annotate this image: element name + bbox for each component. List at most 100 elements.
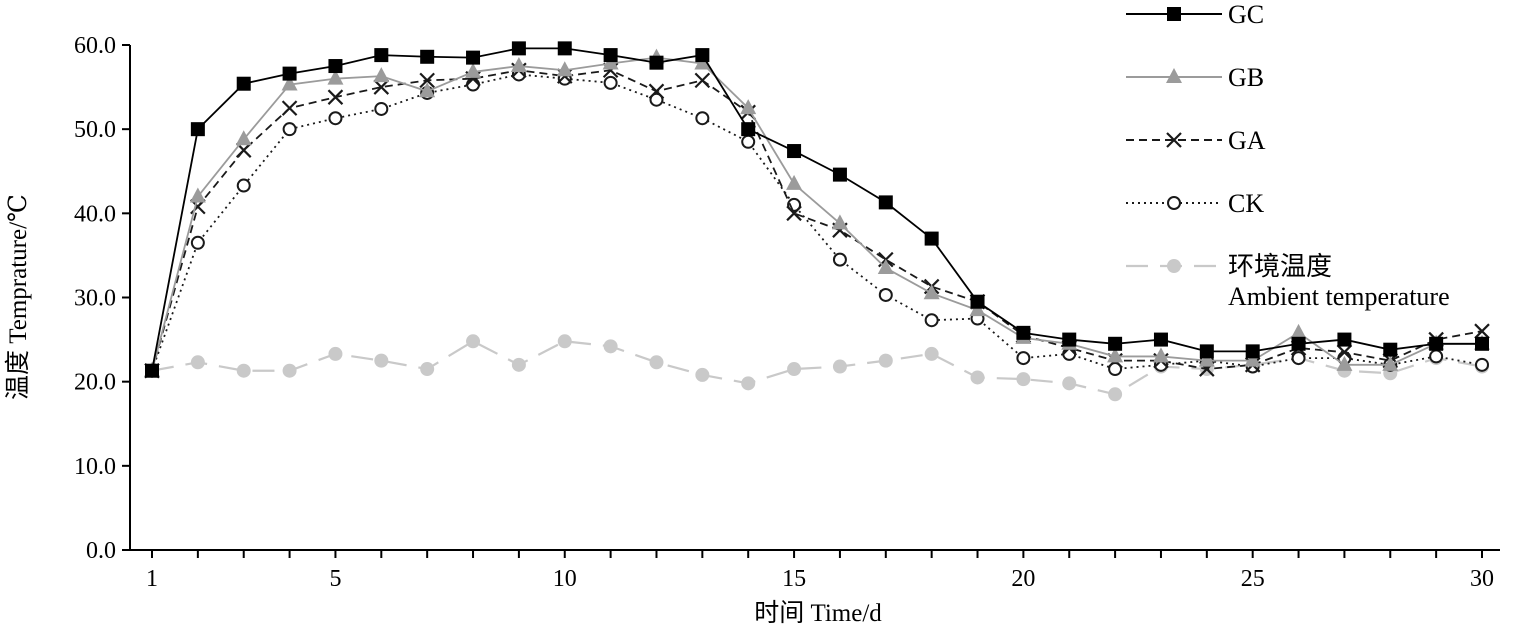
data-point xyxy=(787,144,802,159)
legend-marker xyxy=(1167,7,1181,21)
data-point xyxy=(786,205,802,222)
data-point xyxy=(1198,351,1215,367)
data-point xyxy=(465,62,482,78)
data-point xyxy=(1383,342,1398,357)
x-tick-label: 15 xyxy=(782,566,806,592)
data-point xyxy=(970,294,985,309)
legend-marker xyxy=(1166,132,1182,148)
legend-item-2: GB xyxy=(1126,63,1264,92)
legend-item-4: CK xyxy=(1126,189,1264,218)
y-tick-label: 40.0 xyxy=(74,201,116,227)
series-5 xyxy=(145,334,1489,402)
data-point xyxy=(740,99,757,115)
data-point xyxy=(695,367,710,382)
data-point xyxy=(1245,344,1260,359)
data-point xyxy=(145,363,159,378)
data-point xyxy=(281,100,298,116)
data-point xyxy=(373,67,390,83)
data-point xyxy=(511,41,526,56)
legend-label: GA xyxy=(1228,126,1266,155)
data-point xyxy=(282,66,297,81)
legend-marker xyxy=(1167,259,1181,273)
legend-label: 环境温度 xyxy=(1228,252,1332,281)
x-ticks: 1 5 10 15 20 25 30 xyxy=(146,550,1494,592)
data-point xyxy=(1475,336,1489,351)
data-point xyxy=(831,214,848,230)
data-point xyxy=(374,101,389,116)
y-ticks: 0.0 10.0 20.0 30.0 40.0 50.0 60.0 xyxy=(74,33,130,564)
data-point xyxy=(189,187,206,203)
data-point xyxy=(420,49,435,64)
data-point xyxy=(466,77,481,92)
data-point xyxy=(1016,325,1031,340)
series-1 xyxy=(145,41,1489,378)
legend-label: CK xyxy=(1228,189,1264,218)
data-point xyxy=(924,346,939,361)
data-point xyxy=(1429,349,1444,364)
data-point xyxy=(1016,351,1031,366)
data-point xyxy=(1474,323,1490,339)
data-point xyxy=(420,362,435,377)
data-point xyxy=(1291,351,1306,366)
data-point xyxy=(603,75,618,90)
legend-item-3: GA xyxy=(1126,126,1266,155)
series-line xyxy=(151,73,1483,372)
data-point xyxy=(649,55,664,70)
series-2 xyxy=(144,48,1490,377)
data-point xyxy=(1016,372,1031,387)
data-point xyxy=(787,362,802,377)
data-point xyxy=(695,111,710,126)
data-point xyxy=(373,79,390,95)
legend-label: GC xyxy=(1228,0,1264,29)
data-point xyxy=(924,231,939,246)
data-point xyxy=(877,259,894,275)
data-point xyxy=(694,72,711,89)
y-tick-label: 30.0 xyxy=(74,286,116,312)
data-point xyxy=(327,69,344,85)
legend-label-2: Ambient temperature xyxy=(1228,282,1450,311)
y-tick-label: 10.0 xyxy=(74,454,116,480)
data-point xyxy=(741,376,756,391)
y-tick-label: 0.0 xyxy=(86,538,116,564)
data-point xyxy=(878,353,893,368)
data-point xyxy=(832,167,847,182)
data-point xyxy=(419,82,436,98)
y-axis-title: 温度 Temprature/℃ xyxy=(4,194,32,400)
data-point xyxy=(649,355,664,370)
data-point xyxy=(511,357,526,372)
data-point xyxy=(603,339,618,354)
data-point xyxy=(557,41,572,56)
data-point xyxy=(1290,323,1307,339)
data-point xyxy=(282,122,297,137)
data-point xyxy=(1153,332,1168,347)
data-point xyxy=(190,235,205,250)
series-3 xyxy=(144,62,1490,379)
data-point xyxy=(1062,376,1077,391)
data-point xyxy=(1108,362,1123,377)
data-point xyxy=(556,61,573,77)
data-point xyxy=(970,370,985,385)
series-4 xyxy=(145,67,1489,378)
data-point xyxy=(466,334,481,349)
data-point xyxy=(648,83,665,100)
x-tick-label: 20 xyxy=(1011,566,1035,592)
data-point xyxy=(328,111,343,126)
data-point xyxy=(923,284,940,300)
data-point xyxy=(603,48,618,63)
series-line xyxy=(151,47,1482,371)
x-axis-title: 时间 Time/d xyxy=(754,599,882,627)
data-point xyxy=(374,48,389,63)
x-tick-label: 1 xyxy=(146,566,158,592)
data-point xyxy=(419,72,435,89)
series-layer xyxy=(144,41,1490,402)
data-point xyxy=(1336,355,1353,371)
series-line xyxy=(151,56,1482,371)
x-tick-label: 30 xyxy=(1470,566,1494,592)
data-point xyxy=(557,334,572,349)
x-tick-label: 25 xyxy=(1241,566,1265,592)
data-point xyxy=(1199,344,1214,359)
